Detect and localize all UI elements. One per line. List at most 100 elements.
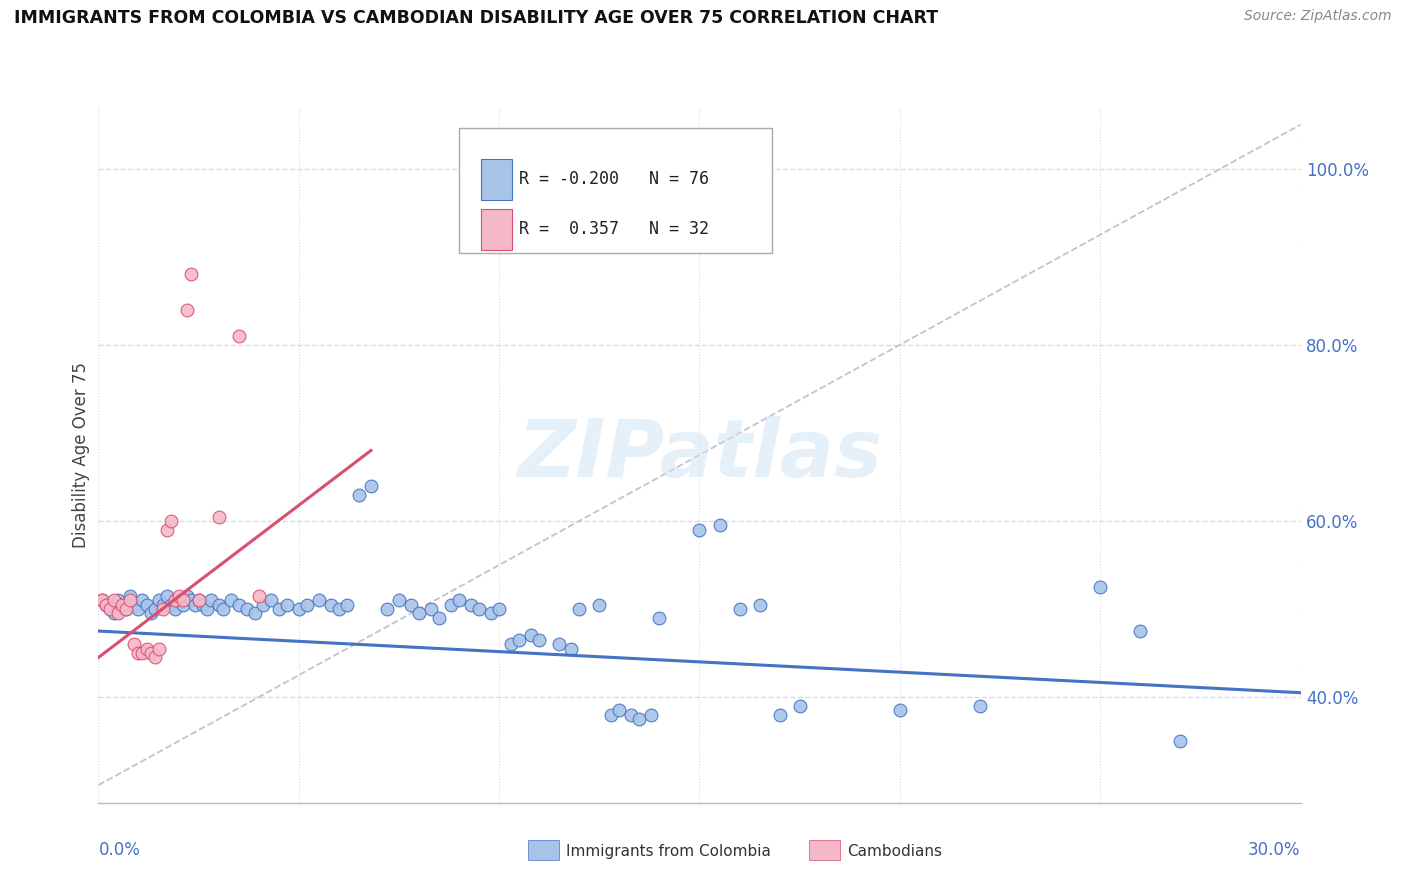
FancyBboxPatch shape xyxy=(481,209,512,250)
Point xyxy=(107,593,129,607)
Point xyxy=(120,593,142,607)
Point xyxy=(260,593,283,607)
Point xyxy=(479,607,502,621)
Point xyxy=(159,598,181,612)
Point xyxy=(568,602,591,616)
Text: Immigrants from Colombia: Immigrants from Colombia xyxy=(567,845,770,859)
Point xyxy=(163,593,186,607)
Point xyxy=(211,602,233,616)
Point xyxy=(247,589,270,603)
Point xyxy=(103,607,125,621)
Point xyxy=(319,598,342,612)
Point xyxy=(748,598,770,612)
Point xyxy=(628,712,651,726)
Point xyxy=(100,602,122,616)
Point xyxy=(143,650,166,665)
Point xyxy=(969,698,991,713)
Point xyxy=(648,611,671,625)
Point xyxy=(1129,624,1152,638)
Point xyxy=(139,607,162,621)
Point xyxy=(360,479,382,493)
Point xyxy=(135,641,157,656)
Point xyxy=(91,593,114,607)
Text: ZIPatlas: ZIPatlas xyxy=(517,416,882,494)
FancyBboxPatch shape xyxy=(481,159,512,200)
Point xyxy=(187,593,209,607)
Point xyxy=(96,598,118,612)
Point xyxy=(235,602,257,616)
Point xyxy=(115,602,138,616)
Point xyxy=(148,641,170,656)
Point xyxy=(468,602,491,616)
Point xyxy=(1170,734,1192,748)
Point xyxy=(155,589,177,603)
Y-axis label: Disability Age Over 75: Disability Age Over 75 xyxy=(72,362,90,548)
Point xyxy=(187,593,209,607)
Point xyxy=(588,598,610,612)
Point xyxy=(889,703,911,717)
Point xyxy=(689,523,711,537)
Point xyxy=(191,598,214,612)
Point xyxy=(347,487,370,501)
Point xyxy=(172,598,194,612)
Point xyxy=(131,593,153,607)
Point xyxy=(148,593,170,607)
Point xyxy=(427,611,450,625)
Point xyxy=(501,637,523,651)
Point xyxy=(128,646,150,660)
Point xyxy=(124,598,146,612)
Point xyxy=(447,593,470,607)
Point xyxy=(180,593,202,607)
Text: R = -0.200   N = 76: R = -0.200 N = 76 xyxy=(519,170,709,188)
Point xyxy=(91,593,114,607)
Point xyxy=(620,707,643,722)
Point xyxy=(131,646,153,660)
Point xyxy=(440,598,463,612)
Point xyxy=(115,602,138,616)
Point xyxy=(288,602,311,616)
Point xyxy=(219,593,242,607)
Point xyxy=(388,593,411,607)
Point xyxy=(375,602,398,616)
Point xyxy=(152,598,174,612)
Point xyxy=(529,632,551,647)
Point xyxy=(176,589,198,603)
Point xyxy=(120,589,142,603)
Point xyxy=(96,598,118,612)
Point xyxy=(420,602,443,616)
Point xyxy=(728,602,751,616)
Point xyxy=(228,598,250,612)
Point xyxy=(208,509,231,524)
Point xyxy=(276,598,298,612)
Point xyxy=(640,707,662,722)
Point xyxy=(172,593,194,607)
Point xyxy=(600,707,623,722)
Point xyxy=(520,628,543,642)
Point xyxy=(176,302,198,317)
Point xyxy=(139,646,162,660)
Point xyxy=(460,598,482,612)
Point xyxy=(163,602,186,616)
Point xyxy=(111,598,134,612)
Point xyxy=(308,593,330,607)
Text: Source: ZipAtlas.com: Source: ZipAtlas.com xyxy=(1244,9,1392,23)
Point xyxy=(408,607,430,621)
Point xyxy=(560,641,582,656)
Point xyxy=(609,703,631,717)
Point xyxy=(124,637,146,651)
Point xyxy=(107,607,129,621)
Point xyxy=(252,598,274,612)
Point xyxy=(399,598,422,612)
Point xyxy=(159,514,181,528)
Point xyxy=(128,602,150,616)
Point xyxy=(789,698,811,713)
Point xyxy=(243,607,266,621)
Point xyxy=(336,598,359,612)
Point xyxy=(183,598,205,612)
Point xyxy=(100,602,122,616)
Point xyxy=(135,598,157,612)
Point xyxy=(508,632,530,647)
Point xyxy=(488,602,510,616)
Point xyxy=(143,602,166,616)
Point xyxy=(152,602,174,616)
